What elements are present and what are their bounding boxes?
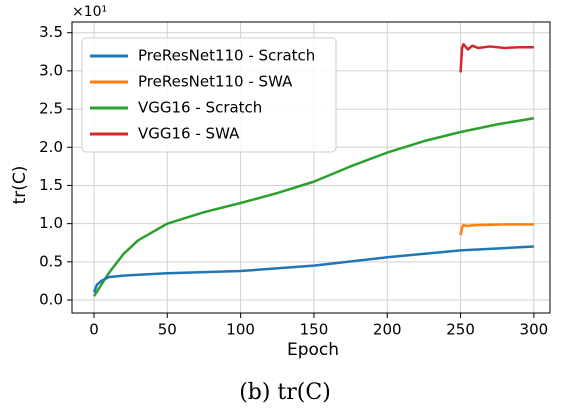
legend-box <box>81 37 337 153</box>
legend-label: VGG16 - SWA <box>138 125 240 143</box>
legend-label: PreResNet110 - SWA <box>138 73 293 91</box>
y-tick-label: 0.5 <box>39 252 63 270</box>
x-tick-label: 300 <box>520 321 549 339</box>
series-line <box>459 42 534 73</box>
y-tick-label: 1.0 <box>39 214 63 232</box>
y-tick-label: 2.5 <box>39 100 63 118</box>
legend-label: PreResNet110 - Scratch <box>138 47 315 65</box>
x-tick-label: 200 <box>373 321 402 339</box>
x-axis-label: Epoch <box>287 340 339 360</box>
x-tick-label: 0 <box>89 321 99 339</box>
plot-frame <box>71 21 551 314</box>
x-tick-label: 150 <box>300 321 329 339</box>
series-line <box>92 245 534 293</box>
y-tick-label: 1.5 <box>39 176 63 194</box>
series-line <box>92 117 535 297</box>
offset-label: ×10¹ <box>72 4 107 20</box>
series-line <box>459 223 534 236</box>
y-tick-label: 3.5 <box>39 23 63 41</box>
y-tick-label: 2.0 <box>39 138 63 156</box>
y-tick-label: 0.0 <box>39 291 63 309</box>
y-tick-label: 3.0 <box>39 61 63 79</box>
legend-label: VGG16 - Scratch <box>138 99 262 117</box>
x-tick-label: 250 <box>446 321 475 339</box>
x-tick-label: 50 <box>158 321 177 339</box>
y-axis-label: tr(C) <box>10 166 30 205</box>
x-tick-label: 100 <box>226 321 255 339</box>
caption: (b) tr(C) <box>239 380 331 405</box>
